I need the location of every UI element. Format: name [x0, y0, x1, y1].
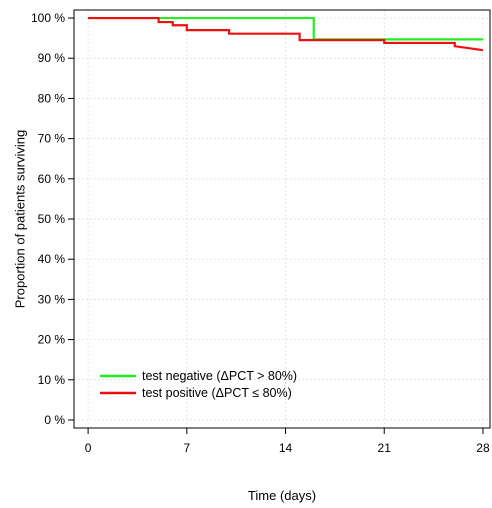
y-axis-title: Proportion of patients surviving: [13, 130, 28, 308]
legend-label: test negative (ΔPCT > 80%): [142, 369, 297, 383]
x-axis-ticks: 0 7 14 21 28: [85, 428, 490, 455]
legend: test negative (ΔPCT > 80%) test positive …: [100, 369, 297, 400]
y-tick-label: 0 %: [44, 413, 65, 427]
legend-label: test positive (ΔPCT ≤ 80%): [142, 386, 292, 400]
y-tick-label: 20 %: [38, 333, 66, 347]
x-tick-label: 21: [378, 441, 392, 455]
y-tick-label: 90 %: [38, 51, 66, 65]
x-tick-label: 7: [183, 441, 190, 455]
y-tick-label: 30 %: [38, 292, 66, 306]
y-tick-label: 100 %: [31, 11, 65, 25]
x-tick-label: 14: [279, 441, 293, 455]
y-tick-label: 10 %: [38, 373, 66, 387]
y-tick-label: 80 %: [38, 91, 66, 105]
y-tick-label: 70 %: [38, 132, 66, 146]
grid: [74, 10, 490, 428]
y-axis-ticks: 0 % 10 % 20 % 30 % 40 % 50 % 60 % 70 % 80 % 90 % 1…: [31, 11, 74, 427]
x-axis-title: Time (days): [248, 488, 316, 503]
series-line-test-negative: [88, 16, 483, 41]
x-tick-label: 0: [85, 441, 92, 455]
x-tick-label: 28: [476, 441, 490, 455]
y-tick-label: 50 %: [38, 212, 66, 226]
series-lines: [88, 16, 484, 52]
y-tick-label: 60 %: [38, 172, 66, 186]
y-tick-label: 40 %: [38, 252, 66, 266]
series-line-test-positive: [88, 16, 484, 52]
